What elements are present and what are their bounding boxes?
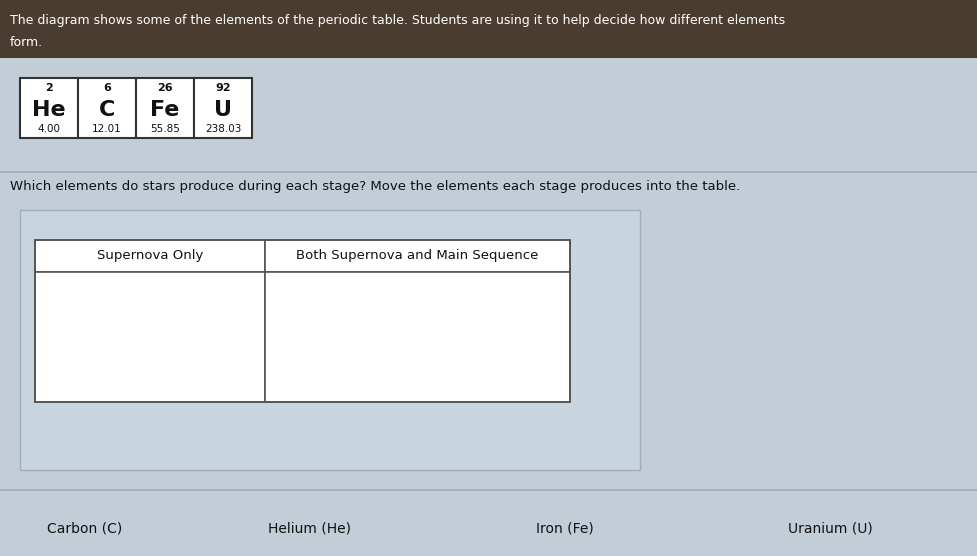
Text: form.: form.	[10, 36, 43, 49]
Bar	[265, 272, 570, 402]
Text: U: U	[214, 100, 232, 120]
Text: 6: 6	[103, 83, 111, 93]
Text: He: He	[32, 100, 65, 120]
Text: 55.85: 55.85	[150, 124, 180, 134]
Bar	[20, 210, 640, 470]
Text: 12.01: 12.01	[92, 124, 122, 134]
Bar	[20, 78, 78, 138]
Bar	[35, 272, 265, 402]
Text: 92: 92	[215, 83, 231, 93]
Bar	[265, 240, 570, 272]
Bar	[0, 0, 977, 58]
Text: 2: 2	[45, 83, 53, 93]
Text: Which elements do stars produce during each stage? Move the elements each stage : Which elements do stars produce during e…	[10, 180, 741, 193]
Text: The diagram shows some of the elements of the periodic table. Students are using: The diagram shows some of the elements o…	[10, 14, 786, 27]
Text: Fe: Fe	[150, 100, 180, 120]
Text: Supernova Only: Supernova Only	[97, 250, 203, 262]
Text: C: C	[99, 100, 115, 120]
Bar	[194, 78, 252, 138]
Bar	[78, 78, 136, 138]
Text: Both Supernova and Main Sequence: Both Supernova and Main Sequence	[296, 250, 538, 262]
Text: Carbon (C): Carbon (C)	[47, 521, 123, 535]
Bar	[35, 240, 570, 402]
Text: Uranium (U): Uranium (U)	[787, 521, 872, 535]
Text: Iron (Fe): Iron (Fe)	[536, 521, 594, 535]
Text: 4.00: 4.00	[37, 124, 61, 134]
Text: Helium (He): Helium (He)	[269, 521, 352, 535]
Text: 26: 26	[157, 83, 173, 93]
Bar	[35, 240, 265, 272]
Bar	[136, 78, 194, 138]
Text: 238.03: 238.03	[205, 124, 241, 134]
